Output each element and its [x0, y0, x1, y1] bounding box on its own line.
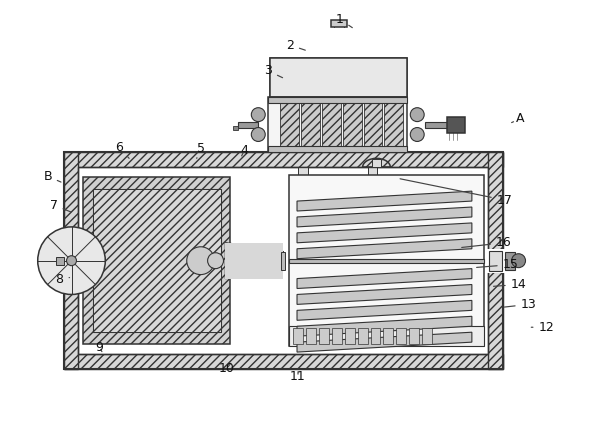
Bar — [358, 328, 368, 344]
Bar — [281, 252, 285, 270]
Bar — [383, 328, 394, 344]
Bar — [268, 97, 407, 103]
Bar — [343, 103, 362, 146]
Polygon shape — [297, 316, 472, 336]
Polygon shape — [297, 223, 472, 243]
Text: 14: 14 — [494, 278, 526, 291]
Bar — [331, 20, 347, 27]
Polygon shape — [297, 285, 472, 304]
Text: 17: 17 — [400, 179, 512, 206]
Text: 6: 6 — [115, 141, 129, 158]
Bar — [83, 177, 230, 344]
Circle shape — [38, 227, 105, 294]
Text: 16: 16 — [462, 236, 512, 249]
Bar — [447, 117, 465, 133]
Circle shape — [208, 253, 224, 269]
Polygon shape — [297, 239, 472, 259]
Bar — [306, 328, 316, 344]
Text: 3: 3 — [264, 64, 283, 78]
Bar — [226, 243, 283, 279]
Bar — [505, 252, 515, 270]
Bar — [270, 58, 407, 97]
Text: A: A — [512, 112, 525, 125]
Bar — [64, 152, 503, 369]
Bar — [319, 328, 329, 344]
Bar — [268, 146, 407, 152]
Polygon shape — [297, 207, 472, 227]
Bar — [371, 328, 380, 344]
Circle shape — [512, 254, 526, 268]
Bar — [298, 167, 308, 182]
Bar — [64, 152, 503, 167]
Bar — [94, 189, 221, 332]
Bar — [64, 251, 79, 271]
Polygon shape — [297, 269, 472, 288]
Text: 4: 4 — [241, 144, 248, 157]
Bar — [332, 328, 342, 344]
Bar — [289, 259, 484, 262]
Bar — [293, 328, 303, 344]
Bar — [345, 328, 355, 344]
Circle shape — [67, 256, 76, 266]
Text: 2: 2 — [286, 39, 305, 52]
Bar — [385, 103, 403, 146]
Bar — [371, 159, 382, 167]
Bar — [425, 122, 447, 128]
Text: 12: 12 — [531, 321, 554, 334]
Bar — [64, 152, 79, 369]
Bar — [79, 167, 488, 354]
Bar — [489, 251, 502, 271]
Bar — [94, 189, 221, 332]
Polygon shape — [297, 332, 472, 352]
Circle shape — [187, 247, 215, 275]
Bar — [488, 152, 503, 369]
Circle shape — [251, 128, 265, 142]
Circle shape — [410, 128, 424, 142]
Bar — [238, 122, 258, 128]
Bar — [368, 167, 377, 182]
Bar — [301, 103, 320, 146]
Text: B: B — [43, 170, 61, 183]
Bar — [280, 103, 299, 146]
Polygon shape — [297, 191, 472, 211]
Bar — [64, 354, 503, 369]
Text: 13: 13 — [505, 298, 536, 311]
Bar — [233, 126, 238, 130]
Text: 15: 15 — [476, 258, 518, 271]
Bar — [486, 249, 505, 273]
Text: 10: 10 — [218, 363, 235, 376]
Text: 8: 8 — [56, 273, 70, 286]
Text: 7: 7 — [50, 198, 71, 212]
Polygon shape — [226, 243, 283, 279]
Circle shape — [410, 108, 424, 122]
Bar — [364, 103, 382, 146]
Bar — [422, 328, 432, 344]
Polygon shape — [297, 301, 472, 320]
Bar — [270, 58, 407, 97]
Circle shape — [251, 108, 265, 122]
Text: 11: 11 — [290, 371, 306, 383]
Text: 5: 5 — [197, 142, 205, 158]
Bar — [268, 97, 407, 152]
Bar — [322, 103, 341, 146]
Bar — [289, 326, 484, 346]
Bar — [409, 328, 419, 344]
Bar — [397, 328, 406, 344]
Bar — [289, 175, 484, 346]
Text: 1: 1 — [336, 13, 352, 28]
Bar — [56, 257, 64, 265]
Text: 9: 9 — [95, 340, 103, 354]
